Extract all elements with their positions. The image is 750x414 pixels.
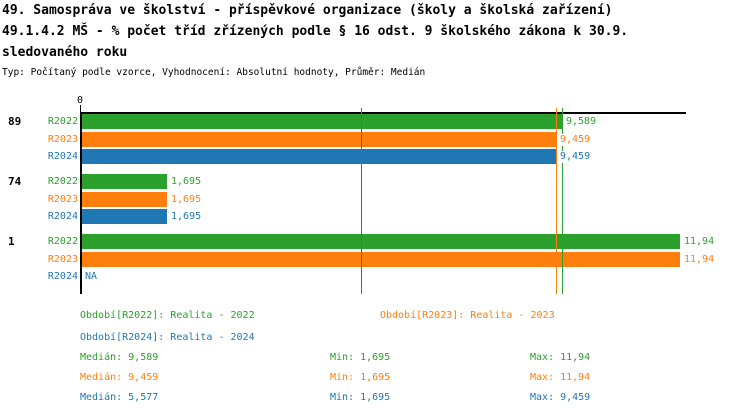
x-axis-zero-label: 0 (77, 95, 84, 106)
report-subtitle: Typ: Počítaný podle vzorce, Vyhodnocení:… (2, 67, 426, 78)
legend-item-r2023: Období[R2023]: Realita - 2023 (380, 310, 555, 321)
bar-89-R2022 (82, 114, 562, 129)
series-label-74-R2023: R2023 (47, 193, 78, 205)
bar-value-89-R2022: 9,589 (566, 116, 597, 128)
bar-74-R2023 (82, 191, 167, 207)
report-title-line-1: 49. Samospráva ve školství - příspěvkové… (2, 3, 613, 18)
stat-median-r2023: Medián: 9,459 (80, 372, 159, 383)
stat-min-r2023: Min: 1,695 (330, 372, 391, 383)
series-label-74-R2022: R2022 (47, 176, 78, 187)
median-line-R2024 (361, 108, 362, 294)
bar-1-R2023 (82, 251, 680, 267)
stat-median-r2022: Medián: 9,589 (80, 352, 159, 363)
bar-74-R2024 (82, 209, 167, 224)
stat-max-r2023: Max: 11,94 (530, 372, 591, 383)
bar-value-1-R2024: NA (85, 271, 98, 283)
series-label-1-R2024: R2024 (47, 271, 78, 282)
bar-value-89-R2023: 9,459 (560, 133, 591, 146)
x-axis-zero-tick (80, 105, 81, 112)
stat-max-r2024: Max: 9,459 (530, 392, 591, 403)
group-label-1: 1 (8, 235, 15, 248)
bar-value-74-R2024: 1,695 (171, 211, 202, 223)
series-label-1-R2023: R2023 (47, 253, 78, 265)
series-label-74-R2024: R2024 (47, 211, 78, 222)
series-label-89-R2022: R2022 (47, 116, 78, 127)
bar-value-1-R2022: 11,94 (684, 236, 715, 248)
series-label-1-R2022: R2022 (47, 236, 78, 247)
legend-item-r2022: Období[R2022]: Realita - 2022 (80, 310, 255, 321)
series-label-89-R2023: R2023 (47, 133, 78, 145)
bar-value-74-R2022: 1,695 (171, 176, 202, 188)
group-label-74: 74 (8, 175, 22, 188)
y-axis-line (80, 112, 82, 294)
stat-max-r2022: Max: 11,94 (530, 352, 591, 363)
bar-value-74-R2023: 1,695 (171, 193, 202, 206)
legend-item-r2024: Období[R2024]: Realita - 2024 (80, 332, 255, 343)
stat-median-r2024: Medián: 5,577 (80, 392, 159, 403)
bar-89-R2023 (82, 131, 556, 147)
bar-1-R2022 (82, 234, 680, 249)
report-title-line-3: sledovaného roku (2, 45, 128, 60)
series-label-89-R2024: R2024 (47, 151, 78, 162)
report-title-line-2: 49.1.4.2 MŠ - % počet tříd zřízených pod… (2, 24, 629, 39)
group-label-89: 89 (8, 115, 22, 128)
median-line-R2023 (556, 108, 557, 294)
bar-74-R2022 (82, 174, 167, 189)
stat-min-r2024: Min: 1,695 (330, 392, 391, 403)
x-axis-line (80, 112, 686, 114)
bar-value-1-R2023: 11,94 (684, 253, 715, 266)
median-line-R2022 (562, 108, 563, 294)
bar-value-89-R2024: 9,459 (560, 151, 591, 163)
bar-89-R2024 (82, 149, 556, 164)
stat-min-r2022: Min: 1,695 (330, 352, 391, 363)
